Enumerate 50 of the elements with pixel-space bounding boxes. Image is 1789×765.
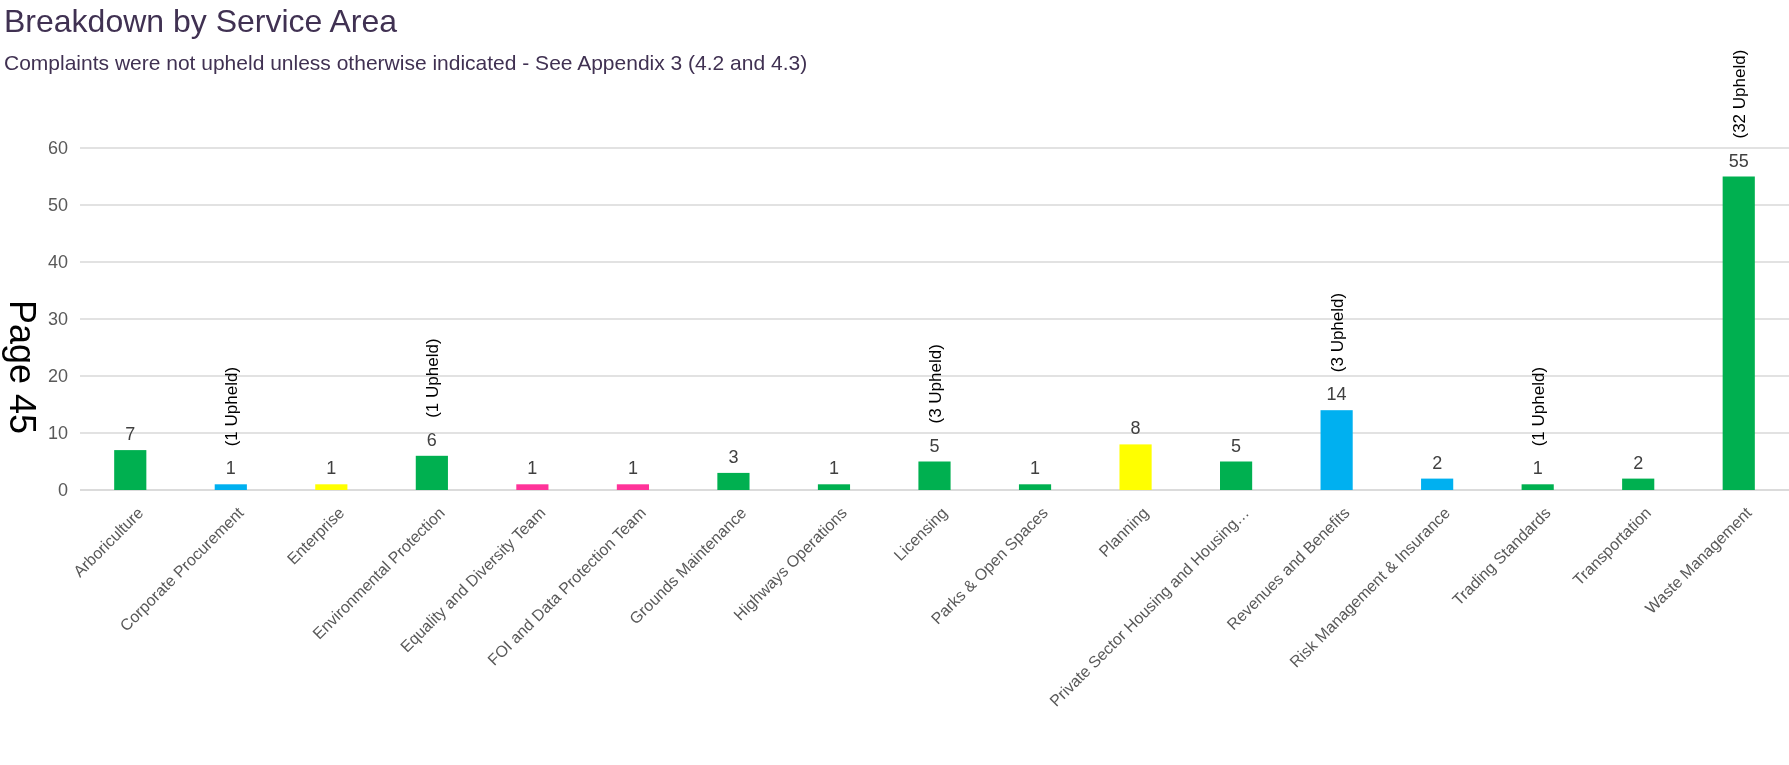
bar [817, 484, 851, 490]
data-label: 1 [225, 458, 236, 479]
bar [1119, 444, 1152, 490]
bar [717, 472, 750, 490]
chart-subtitle: Complaints were not upheld unless otherwise indicated - See Appendix 3 (4.2 and 4.3) [4, 51, 808, 74]
bar [1018, 484, 1052, 490]
data-label: 1 [1532, 458, 1543, 479]
text: Page 45 [2, 300, 43, 435]
annotation: (32 Upheld) [1729, 49, 1749, 139]
chart-title: Breakdown by Service Area [4, 3, 398, 39]
y-tick-label: 60 [47, 138, 68, 159]
bar [516, 484, 549, 490]
data-label: 5 [1231, 435, 1242, 456]
bar [1220, 461, 1253, 490]
data-label: 1 [627, 458, 638, 479]
data-label: 55 [1728, 150, 1749, 171]
annotation: (1 Upheld) [422, 338, 442, 418]
data-label: 8 [1130, 418, 1141, 439]
data-label: 1 [527, 458, 538, 479]
bar [616, 484, 649, 490]
bar [214, 484, 247, 490]
y-tick-label: 0 [57, 480, 68, 501]
bar [1521, 484, 1554, 490]
data-label: 14 [1326, 384, 1347, 405]
bar [315, 484, 348, 490]
annotation: (1 Upheld) [1528, 366, 1548, 447]
bar [1722, 176, 1755, 490]
data-label: 7 [125, 424, 136, 445]
y-tick-label: 20 [47, 366, 68, 387]
bar [1622, 478, 1655, 490]
data-label: 2 [1633, 452, 1644, 473]
data-label: 3 [728, 446, 739, 467]
y-tick-label: 30 [47, 309, 68, 330]
annotation: (1 Upheld) [221, 366, 241, 447]
bar [114, 450, 147, 490]
data-label: 1 [828, 458, 839, 479]
annotation: (3 Upheld) [925, 344, 945, 424]
data-label: 5 [929, 435, 940, 456]
data-label: 1 [1030, 458, 1041, 479]
bar [1320, 410, 1353, 490]
data-label: 1 [326, 458, 337, 479]
y-tick-label: 40 [47, 252, 68, 273]
data-label: 6 [426, 429, 437, 450]
y-tick-label: 50 [47, 195, 68, 216]
y-tick-label: 10 [47, 423, 68, 444]
bar [1421, 478, 1454, 490]
annotation: (3 Upheld) [1327, 292, 1347, 373]
data-label: 2 [1432, 452, 1443, 473]
bar [918, 461, 951, 490]
bar [415, 455, 448, 490]
